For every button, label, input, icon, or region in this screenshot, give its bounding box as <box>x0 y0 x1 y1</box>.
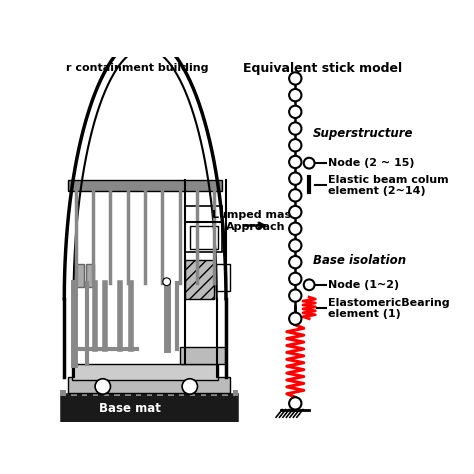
Circle shape <box>289 312 301 325</box>
Text: Base isolation: Base isolation <box>313 254 406 267</box>
Bar <box>185 206 222 253</box>
Bar <box>82 390 87 396</box>
Bar <box>103 390 109 396</box>
Text: Equivalent stick model: Equivalent stick model <box>243 62 402 75</box>
Bar <box>76 264 83 287</box>
Bar <box>190 390 195 396</box>
Text: element (2~14): element (2~14) <box>328 186 426 196</box>
Circle shape <box>289 189 301 201</box>
Circle shape <box>289 223 301 235</box>
Circle shape <box>289 290 301 302</box>
Bar <box>216 264 230 291</box>
Bar <box>233 390 238 396</box>
Text: Node (2 ~ 15): Node (2 ~ 15) <box>328 158 415 168</box>
Circle shape <box>289 397 301 410</box>
Bar <box>168 390 173 396</box>
Circle shape <box>289 256 301 268</box>
Circle shape <box>289 156 301 168</box>
Bar <box>68 180 222 191</box>
Bar <box>71 390 77 396</box>
Text: ElastomericBearing: ElastomericBearing <box>328 298 450 308</box>
Text: Approach: Approach <box>226 222 285 232</box>
Circle shape <box>304 279 315 290</box>
Bar <box>146 390 152 396</box>
Bar <box>86 264 93 287</box>
Circle shape <box>304 158 315 169</box>
Bar <box>72 364 219 380</box>
Circle shape <box>289 89 301 101</box>
Bar <box>125 390 130 396</box>
Bar <box>180 347 226 364</box>
Bar <box>61 390 66 396</box>
Bar <box>114 390 120 396</box>
Circle shape <box>289 139 301 151</box>
Text: r containment building: r containment building <box>66 64 209 73</box>
Bar <box>201 390 206 396</box>
Bar <box>185 260 214 299</box>
Text: Base mat: Base mat <box>99 401 161 414</box>
Bar <box>211 390 217 396</box>
Bar <box>157 390 163 396</box>
Circle shape <box>182 379 198 394</box>
Circle shape <box>289 273 301 285</box>
Text: Elastic beam colum: Elastic beam colum <box>328 175 449 185</box>
Text: Lumped mass: Lumped mass <box>212 210 298 220</box>
Bar <box>93 390 98 396</box>
Text: Superstructure: Superstructure <box>313 128 413 140</box>
Circle shape <box>289 206 301 218</box>
Circle shape <box>95 379 110 394</box>
Bar <box>179 390 184 396</box>
Circle shape <box>289 72 301 84</box>
Circle shape <box>289 173 301 185</box>
Circle shape <box>289 122 301 135</box>
Text: element (1): element (1) <box>328 309 401 319</box>
Bar <box>136 390 141 396</box>
Bar <box>190 226 218 248</box>
Circle shape <box>289 239 301 252</box>
Text: Node (1~2): Node (1~2) <box>328 280 400 290</box>
Circle shape <box>163 278 171 285</box>
Circle shape <box>289 106 301 118</box>
Bar <box>222 390 228 396</box>
Bar <box>61 392 237 422</box>
Bar <box>68 377 230 392</box>
